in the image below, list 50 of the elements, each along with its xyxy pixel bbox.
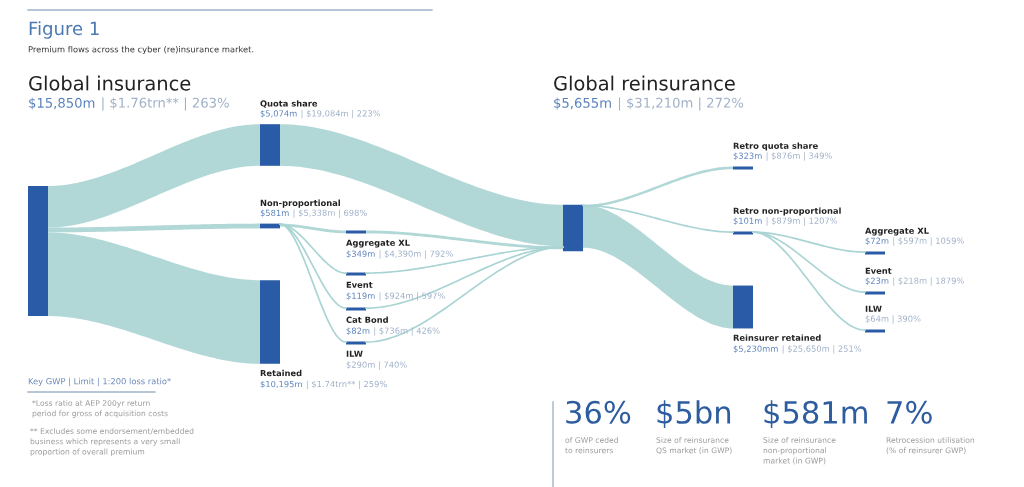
text: | $218m | 1879%	[893, 277, 964, 286]
text: $581m	[764, 400, 867, 428]
category-label: Aggregate XL	[865, 227, 929, 236]
text: Figure 1	[29, 21, 99, 39]
text: Key GWP | Limit | 1:200 loss ratio*	[28, 377, 171, 387]
category-label: Retro non-proportional	[733, 207, 841, 216]
text: 36%	[566, 400, 631, 424]
text: $290m | 740%	[346, 361, 407, 370]
text: | $924m | 597%	[379, 292, 445, 301]
category-label: Non-proportional	[260, 199, 340, 208]
category-label: Retro quota share	[733, 142, 818, 151]
category-label: Event	[865, 267, 892, 274]
text: 7%	[887, 400, 932, 424]
text: | $19,084m | 223%	[301, 110, 381, 119]
text: | $1.74trn** | 259%	[306, 380, 387, 389]
category-label: Global insurance	[29, 75, 191, 91]
data-label: $82m	[346, 327, 370, 336]
text: | $876m | 349%	[766, 152, 832, 161]
category-label: Cat Bond	[346, 316, 388, 323]
data-label: $349m	[346, 250, 375, 259]
category-label: ILW	[346, 350, 363, 357]
text: Premium flows across the cyber (re)insurance market.	[28, 45, 254, 55]
category-label: Quota share	[260, 100, 318, 108]
text: | $25,650m | 251%	[782, 345, 862, 354]
text: | $736m | 426%	[374, 327, 440, 336]
data-label: $15,850m	[29, 97, 95, 110]
data-label: $5,655m	[554, 97, 611, 110]
text: | $879m | 1207%	[766, 217, 838, 226]
data-label: $323m	[733, 152, 762, 161]
category-label: Retained	[260, 369, 302, 377]
text: | $31,210m | 272%	[618, 97, 744, 111]
data-label: $72m	[865, 237, 889, 246]
category-label: Reinsurer retained	[733, 334, 821, 341]
data-label: $5,230mm	[733, 345, 778, 353]
text: | $4,390m | 792%	[379, 250, 453, 259]
text: $64m | 390%	[865, 315, 921, 324]
text: $5bn	[657, 400, 731, 428]
category-label: Aggregate XL	[346, 239, 410, 248]
category-label: ILW	[865, 305, 882, 312]
data-label: $10,195m	[260, 380, 302, 389]
text: | $1.76trn** | 263%	[102, 97, 229, 111]
data-label: $119m	[346, 292, 375, 301]
category-label: Event	[346, 281, 373, 288]
data-label: $101m	[733, 217, 762, 226]
data-label: $5,074m	[260, 110, 297, 118]
text: | $5,338m | 698%	[293, 209, 367, 218]
data-label: $23m	[865, 277, 889, 286]
category-label: Global reinsurance	[554, 75, 735, 91]
text: | $597m | 1059%	[893, 237, 964, 246]
data-label: $581m	[260, 209, 289, 218]
